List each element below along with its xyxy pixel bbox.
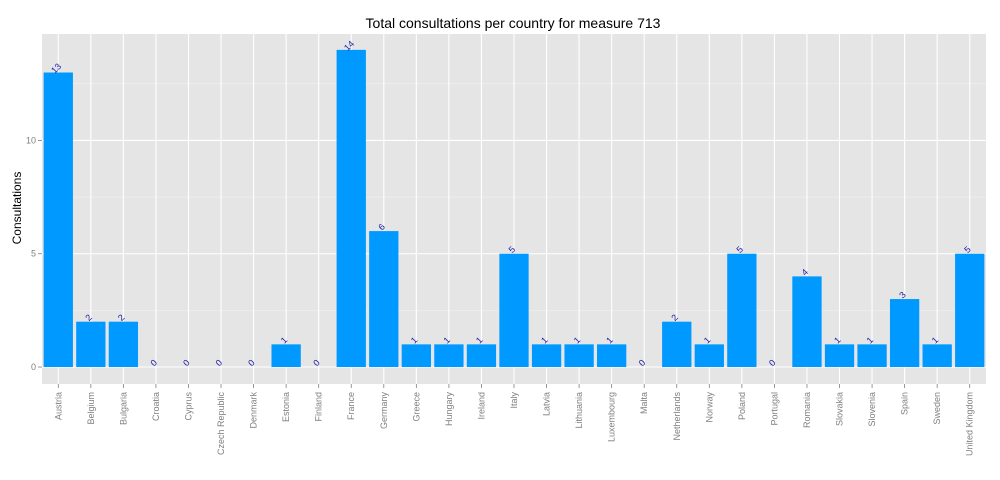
chart-title: Total consultations per country for meas… (366, 15, 661, 31)
x-tick-label: Austria (53, 392, 63, 420)
bar-germany (369, 231, 399, 368)
data-label: 1 (279, 335, 290, 346)
x-tick-label: Sweden (932, 392, 942, 425)
data-label: 2 (669, 312, 680, 323)
data-label: 1 (832, 335, 843, 346)
data-label: 1 (572, 335, 583, 346)
data-label: 0 (637, 358, 648, 369)
bar-hungary (434, 344, 464, 368)
x-tick-label: Poland (737, 392, 747, 420)
bar-bulgaria (108, 321, 139, 368)
x-tick-label: Cyprus (183, 392, 193, 421)
data-label: 2 (83, 312, 94, 323)
bar-austria (43, 72, 73, 368)
x-tick-label: France (346, 392, 356, 420)
bar-italy (499, 253, 529, 368)
data-label: 0 (246, 358, 257, 369)
x-tick-label: Romania (802, 392, 812, 428)
data-label: 0 (214, 358, 225, 369)
x-tick-label: Greece (411, 392, 421, 422)
bar-united-kingdom (955, 253, 985, 368)
bar-spain (889, 299, 920, 368)
bar-lithuania (564, 344, 594, 368)
x-tick-label: Estonia (281, 392, 291, 422)
y-axis-label: Consultations (10, 172, 24, 245)
data-label: 5 (734, 244, 745, 255)
bar-romania (792, 276, 822, 368)
x-tick-label: Luxembourg (607, 392, 617, 442)
data-label: 0 (181, 358, 192, 369)
bar-norway (694, 344, 724, 368)
data-label: 1 (409, 335, 420, 346)
x-tick-label: Latvia (542, 392, 552, 416)
bar-estonia (271, 344, 301, 368)
bar-sweden (922, 344, 952, 368)
y-ticks-layer: 0 5 10 (26, 135, 42, 372)
bar-luxembourg (597, 344, 627, 368)
data-label: 1 (604, 335, 615, 346)
x-tick-label: Denmark (249, 392, 259, 429)
x-tick-label: Netherlands (672, 392, 682, 441)
bars-layer (43, 49, 985, 368)
bar-greece (401, 344, 431, 368)
y-tick-label: 10 (26, 135, 36, 145)
data-label: 1 (702, 335, 713, 346)
bar-netherlands (662, 321, 692, 368)
data-label: 1 (539, 335, 550, 346)
x-tick-label: Portugal (769, 392, 779, 426)
data-label: 13 (49, 61, 63, 75)
x-tick-label: Norway (704, 392, 714, 423)
x-tick-label: Czech Republic (216, 392, 226, 456)
x-tick-label: Italy (509, 392, 519, 409)
data-label: 5 (962, 244, 973, 255)
bar-poland (727, 253, 757, 368)
data-label: 0 (311, 358, 322, 369)
x-tick-label: Hungary (444, 392, 454, 427)
data-label: 2 (116, 312, 127, 323)
y-tick-label: 5 (31, 249, 36, 259)
data-label: 0 (149, 358, 160, 369)
bar-slovakia (824, 344, 855, 368)
data-label: 1 (930, 335, 941, 346)
x-tick-label: Ireland (476, 392, 486, 420)
x-tick-label: Bulgaria (118, 392, 128, 425)
data-label: 6 (376, 222, 387, 233)
data-label: 5 (507, 244, 518, 255)
x-tick-label: United Kingdom (965, 392, 975, 456)
x-tick-label: Finland (314, 392, 324, 422)
x-tick-label: Lithuania (574, 392, 584, 429)
data-label: 1 (865, 335, 876, 346)
data-label: 0 (767, 358, 778, 369)
bar-france (336, 49, 366, 368)
x-tick-label: Slovenia (867, 392, 877, 427)
data-label: 3 (897, 290, 908, 301)
y-tick-label: 0 (31, 362, 36, 372)
x-tick-label: Germany (379, 392, 389, 430)
x-tick-label: Slovakia (835, 392, 845, 426)
data-label: 1 (474, 335, 485, 346)
data-label: 4 (800, 267, 811, 278)
x-tick-label: Spain (900, 392, 910, 415)
bar-latvia (531, 344, 562, 368)
bar-belgium (76, 321, 106, 368)
data-label: 1 (441, 335, 452, 346)
x-tick-label: Croatia (151, 392, 161, 421)
bar-ireland (466, 344, 497, 368)
x-tick-label: Malta (639, 392, 649, 414)
bar-slovenia (857, 344, 887, 368)
x-tick-label: Belgium (86, 392, 96, 425)
x-ticks-layer: Austria Belgium Bulgaria Croatia Cyprus Czech… (53, 384, 975, 456)
